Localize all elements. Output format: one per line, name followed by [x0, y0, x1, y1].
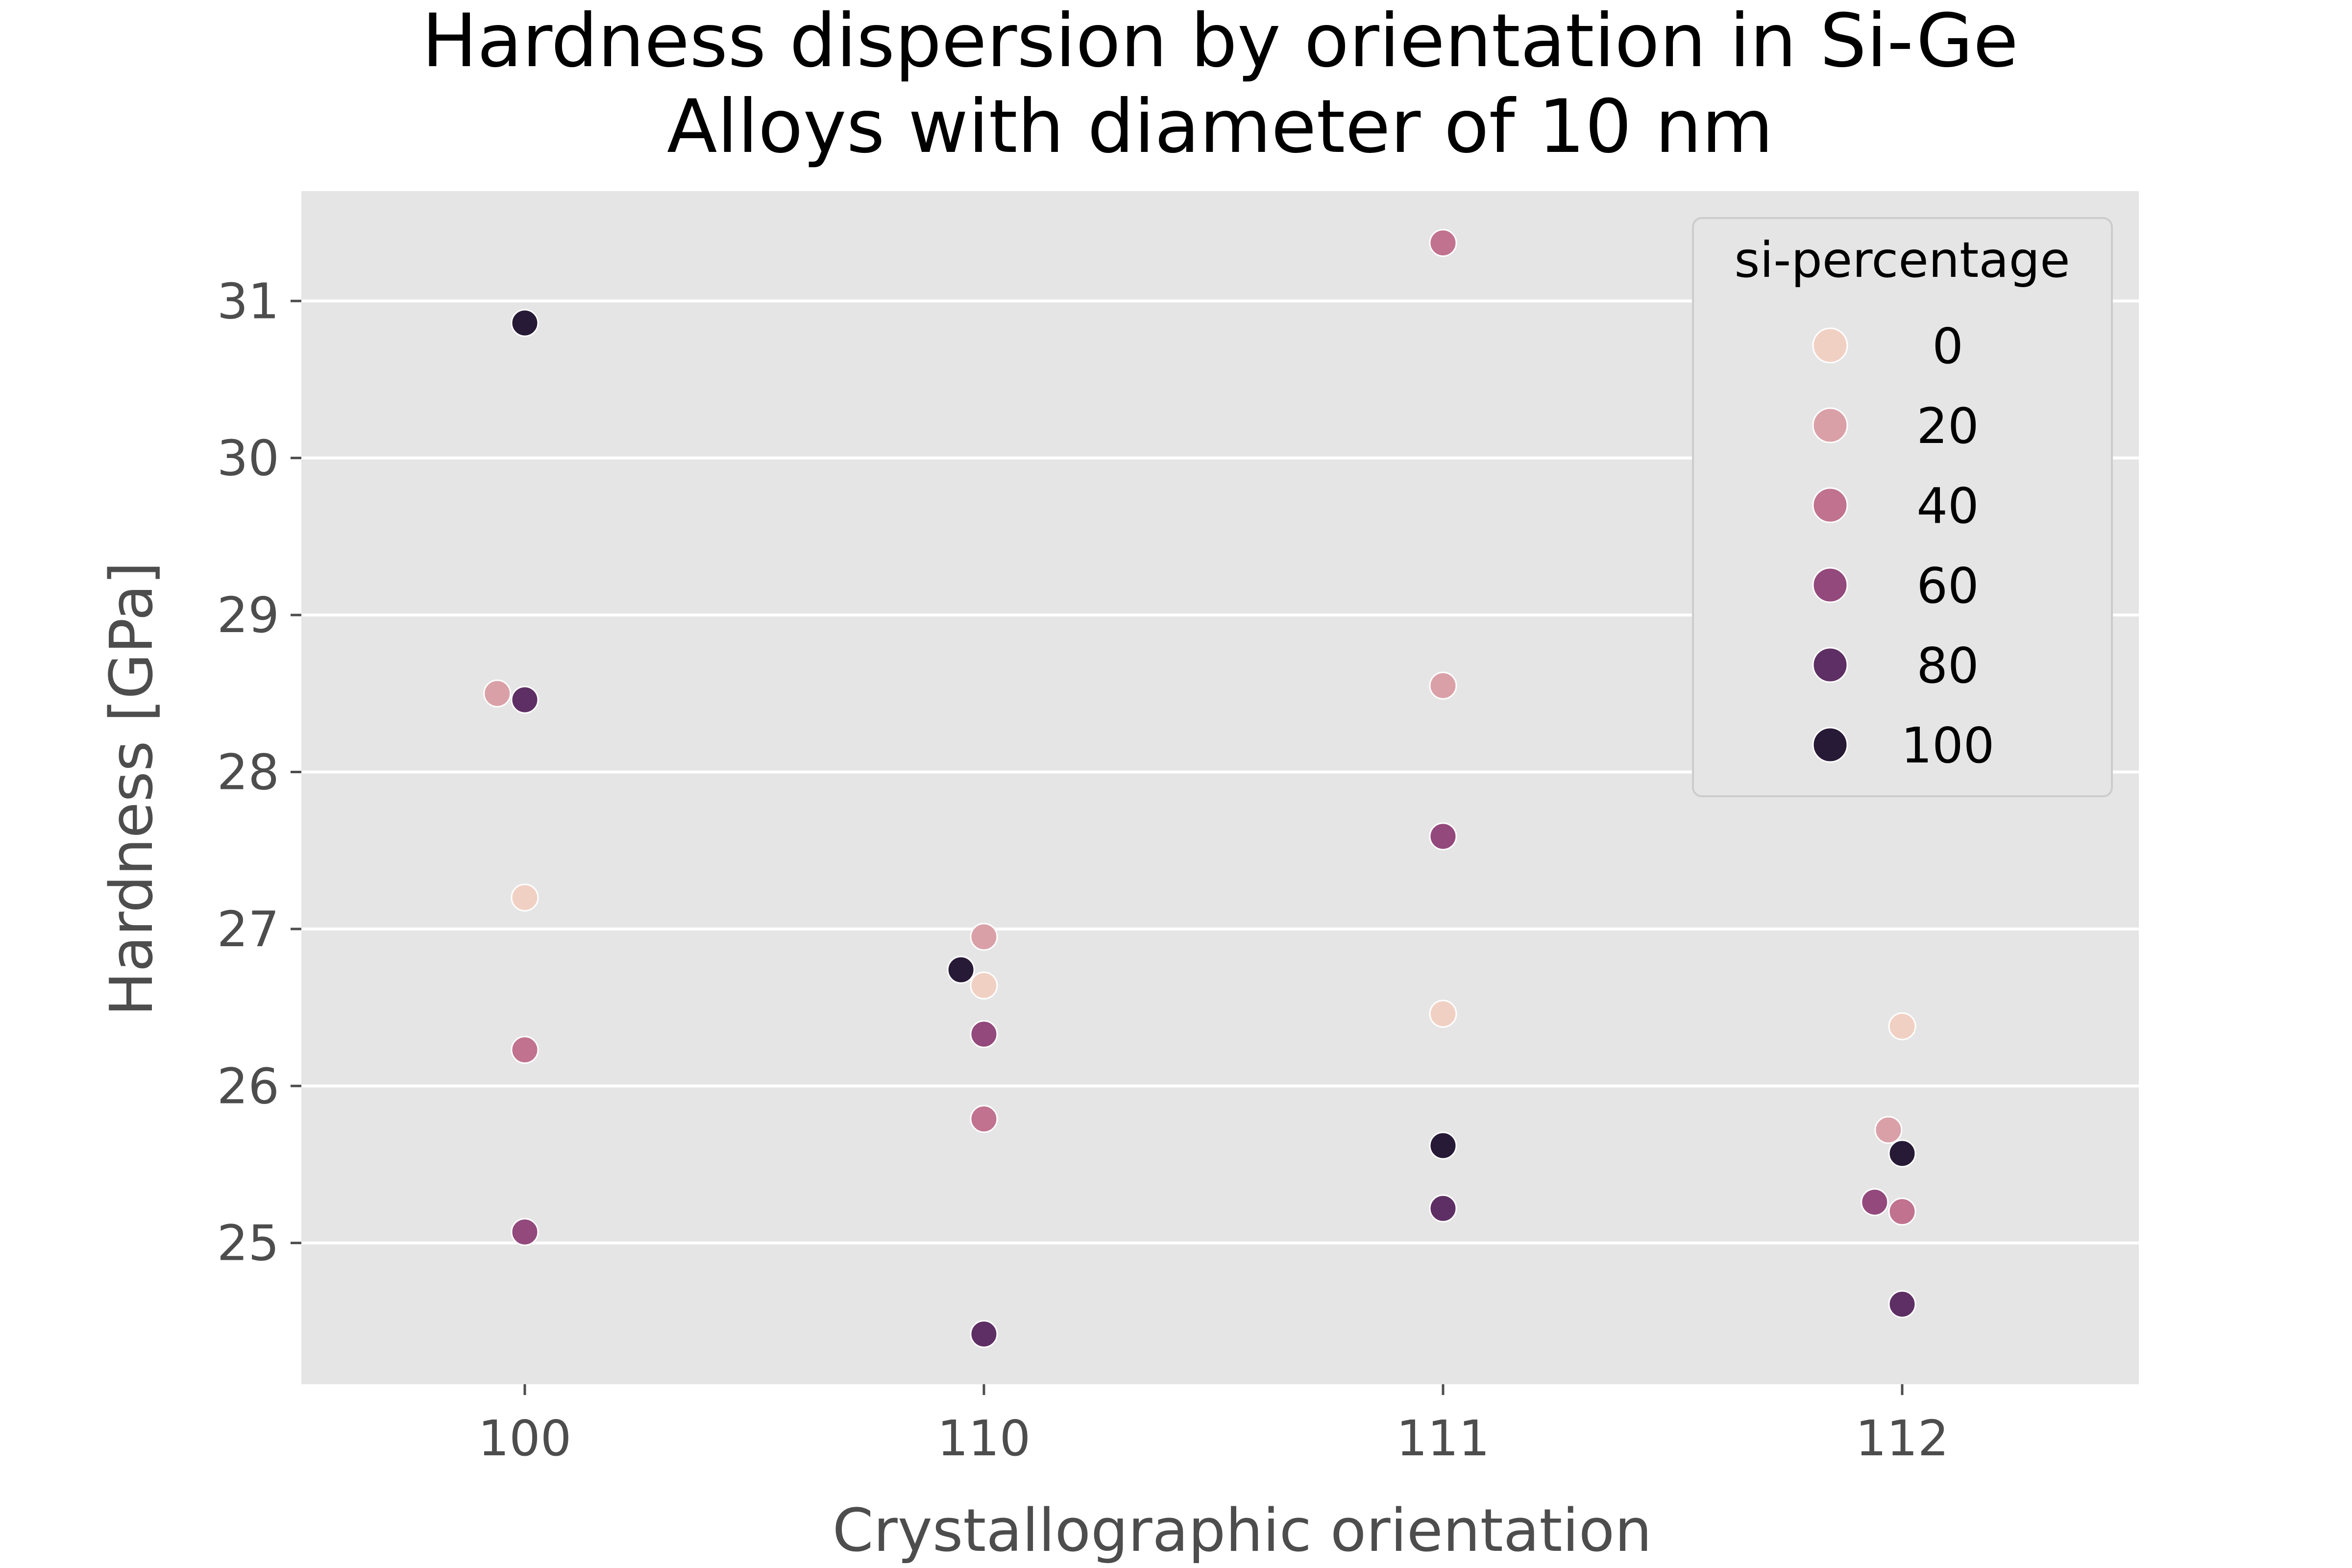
x-tick-label: 100 — [478, 1410, 572, 1467]
data-point-100-si40 — [511, 1036, 539, 1064]
x-tick-label: 111 — [1396, 1410, 1490, 1467]
data-point-111-si20 — [1429, 671, 1457, 700]
data-point-111-si0 — [1429, 1000, 1457, 1028]
y-tick-label: 25 — [217, 1215, 279, 1272]
y-tick-label: 30 — [217, 430, 279, 487]
legend-label-60: 60 — [1916, 557, 1979, 614]
legend-label-100: 100 — [1901, 717, 1995, 774]
legend-marker-100 — [1812, 727, 1848, 763]
legend-label-80: 80 — [1916, 637, 1979, 694]
data-point-110-si40 — [970, 1105, 998, 1133]
legend-entries: 0 20 40 60 80 100 — [1812, 318, 1995, 774]
data-point-111-si60 — [1429, 822, 1457, 851]
data-point-100-si100 — [511, 309, 539, 337]
legend-marker-40 — [1812, 487, 1848, 523]
data-point-112-si0 — [1888, 1012, 1916, 1040]
data-point-100-si0 — [511, 883, 539, 912]
data-point-112-si100 — [1888, 1139, 1916, 1168]
data-point-112-si20 — [1874, 1116, 1903, 1144]
legend-marker-0 — [1812, 327, 1848, 364]
x-axis-ticks: 100 110 111 112 — [478, 1384, 1949, 1467]
legend-marker-20 — [1812, 407, 1848, 443]
chart-title: Hardness dispersion by orientation in Si… — [422, 0, 2018, 170]
legend-title: si-percentage — [1734, 231, 2070, 289]
legend-label-0: 0 — [1932, 318, 1963, 375]
data-point-100-si20 — [483, 679, 512, 708]
data-points — [483, 229, 1916, 1348]
data-point-110-si20 — [970, 923, 998, 951]
legend-marker-80 — [1812, 647, 1848, 683]
y-tick-label: 28 — [217, 743, 279, 801]
data-point-111-si40 — [1429, 229, 1457, 257]
data-point-112-si80 — [1888, 1290, 1916, 1319]
x-tick-label: 112 — [1856, 1410, 1949, 1467]
y-tick-label: 31 — [217, 272, 279, 330]
data-point-111-si80 — [1429, 1194, 1457, 1223]
data-point-110-si100 — [947, 956, 975, 984]
chart-title-line-1: Hardness dispersion by orientation in Si… — [422, 0, 2018, 84]
y-tick-label: 26 — [217, 1057, 279, 1115]
data-point-112-si40 — [1888, 1198, 1916, 1226]
legend: si-percentage 0 20 40 60 80 100 — [1692, 217, 2113, 797]
y-tick-label: 29 — [217, 587, 279, 644]
data-point-100-si60 — [511, 1218, 539, 1246]
legend-label-40: 40 — [1916, 477, 1979, 535]
y-axis-ticks: 25 26 27 28 29 30 31 — [217, 272, 301, 1272]
data-point-112-si60 — [1861, 1188, 1889, 1216]
y-axis-label: Hardness [GPa] — [98, 562, 166, 1016]
data-point-100-si80 — [511, 686, 539, 714]
legend-label-20: 20 — [1916, 397, 1979, 455]
x-tick-label: 110 — [937, 1410, 1031, 1467]
data-point-110-si0 — [970, 971, 998, 1000]
data-point-111-si100 — [1429, 1131, 1457, 1160]
data-point-110-si60 — [970, 1020, 998, 1049]
chart-title-line-2: Alloys with diameter of 10 nm — [667, 84, 1773, 170]
y-tick-label: 27 — [217, 901, 279, 958]
x-axis-label: Crystallographic orientation — [833, 1497, 1652, 1565]
legend-box — [1692, 217, 2113, 797]
data-point-110-si80 — [970, 1320, 998, 1348]
legend-marker-60 — [1812, 567, 1848, 603]
